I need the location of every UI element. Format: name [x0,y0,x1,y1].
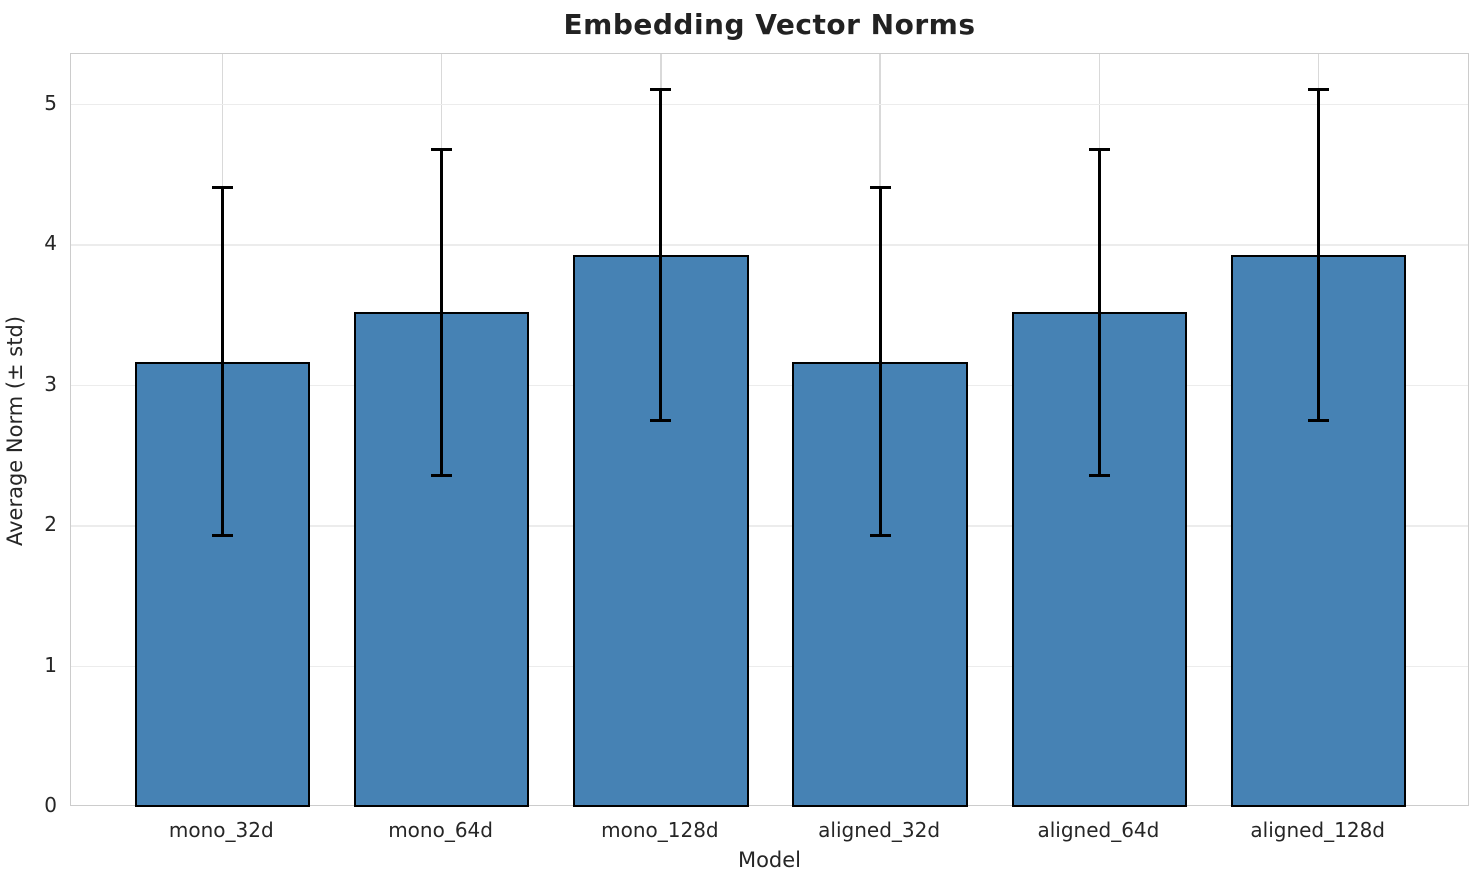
h-gridline [71,384,1468,387]
h-gridline [71,525,1468,527]
h-gridline [71,103,1468,106]
error-bar-line [440,149,444,476]
error-bar-cap-bottom [431,473,453,477]
y-axis-label: Average Norm (± std) [3,315,27,547]
error-bar-cap-top [1088,148,1110,152]
error-bar-cap-bottom [1088,473,1110,477]
error-bar-cap-bottom [650,419,672,423]
x-tick-label: aligned_32d [818,818,941,842]
chart-title: Embedding Vector Norms [563,8,976,41]
y-tick-label: 1 [44,652,57,677]
error-bar-cap-top [431,148,453,152]
error-bar-cap-bottom [1308,419,1330,423]
h-gridline [71,665,1468,668]
x-tick-label: mono_64d [388,818,493,842]
y-tick-label: 5 [44,90,57,115]
error-bar-cap-top [869,185,891,189]
error-bar-line [1097,149,1101,476]
error-bar-cap-top [650,87,672,91]
y-tick-label: 0 [44,793,57,817]
x-axis-label: Model [737,848,802,872]
h-gridline [71,244,1468,246]
error-bar-line [220,187,224,536]
y-tick-label: 4 [44,231,57,256]
y-tick-label: 2 [44,512,57,537]
x-tick-label: mono_128d [601,818,719,842]
y-tick-label: 3 [44,371,57,396]
error-bar-cap-top [1308,87,1330,91]
error-bar-cap-bottom [869,534,891,538]
error-bar-line [878,187,882,536]
error-bar-line [659,89,663,421]
bar [1011,312,1188,807]
x-tick-label: mono_32d [168,818,274,842]
plot-area [70,53,1469,807]
x-tick-label: aligned_64d [1037,818,1160,842]
error-bar-cap-bottom [211,534,233,538]
x-tick-label: aligned_128d [1250,818,1385,842]
error-bar-line [1317,89,1321,421]
error-bar-cap-top [211,185,233,189]
